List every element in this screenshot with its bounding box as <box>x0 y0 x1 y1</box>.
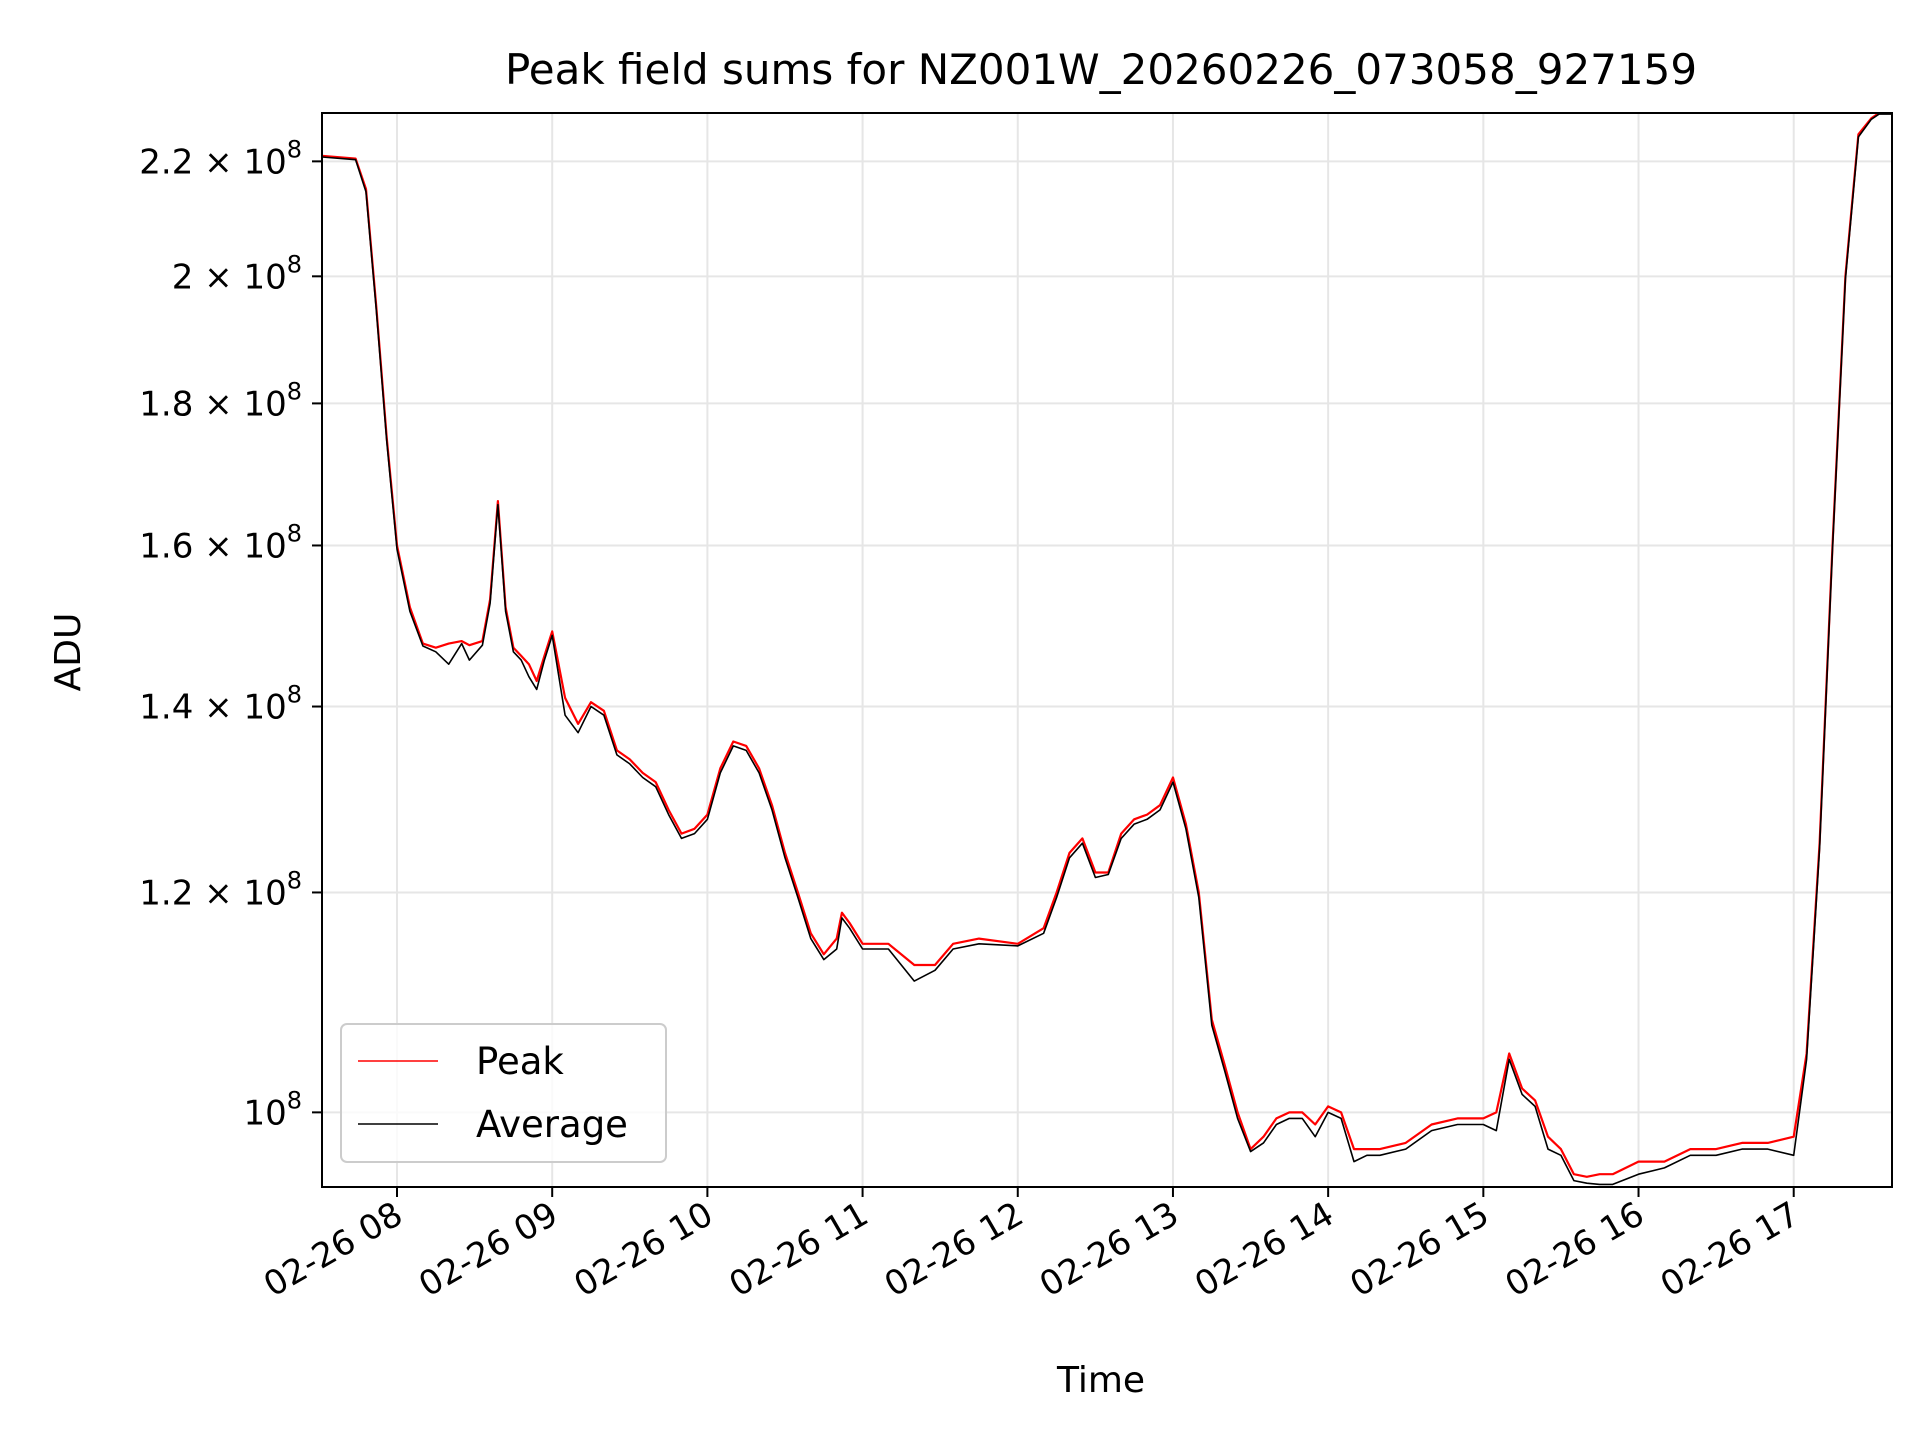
x-axis-label: Time <box>1056 1360 1145 1401</box>
legend-label-peak: Peak <box>476 1040 564 1083</box>
y-tick-label: 2.2 × 108 <box>139 135 302 182</box>
y-axis-label: ADU <box>48 613 89 692</box>
chart-title: Peak field sums for NZ001W_20260226_0730… <box>505 45 1697 94</box>
series-lines <box>322 113 1892 1186</box>
plot-frame <box>321 112 1893 1188</box>
y-tick-label: 1.8 × 108 <box>139 377 302 424</box>
legend-box <box>340 1023 667 1163</box>
y-tick-label: 1.4 × 108 <box>139 681 302 728</box>
y-tick-label: 108 <box>243 1086 302 1133</box>
y-tick-label: 1.6 × 108 <box>139 519 302 566</box>
legend-label-average: Average <box>476 1103 628 1146</box>
legend: Peak Average <box>340 1023 667 1163</box>
series-line-average <box>322 113 1892 1186</box>
gridlines <box>322 113 1892 1187</box>
y-tick-label: 2 × 108 <box>172 250 302 297</box>
y-tick-label: 1.2 × 108 <box>139 866 302 913</box>
series-line-peak <box>322 113 1892 1178</box>
